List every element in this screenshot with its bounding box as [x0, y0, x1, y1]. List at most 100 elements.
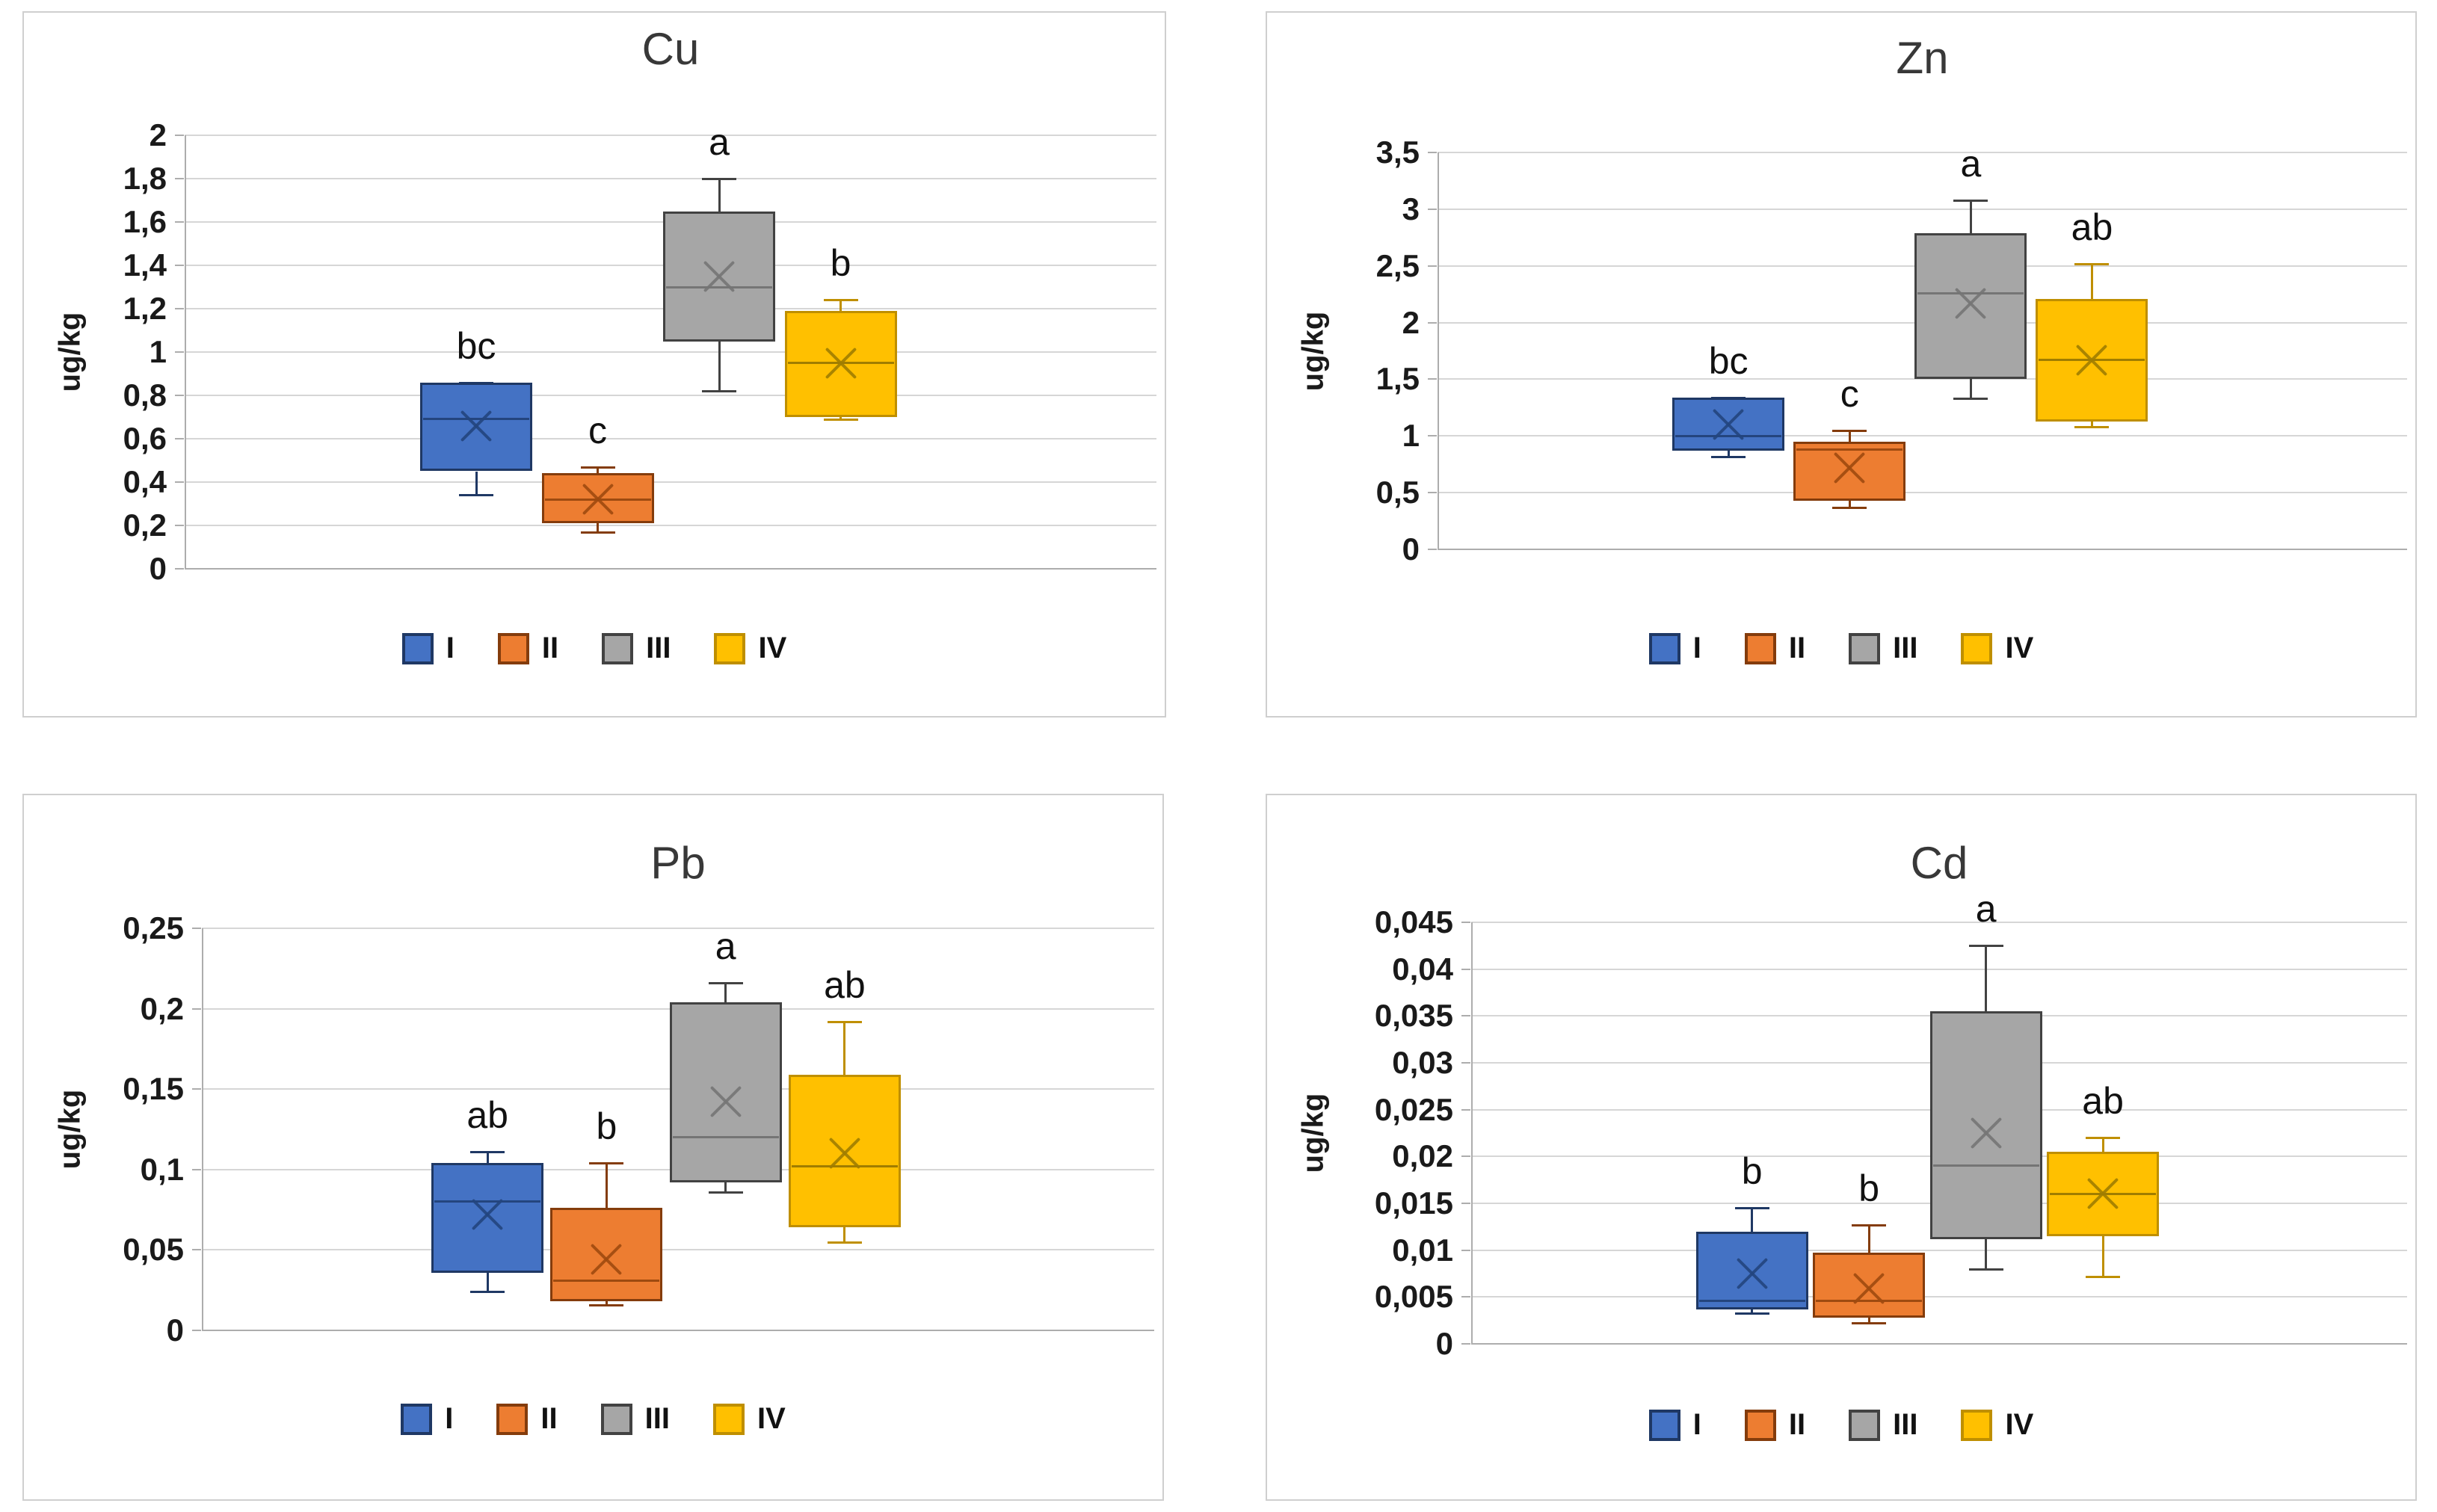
upper-whisker — [1867, 1224, 1870, 1253]
y-tick-mark — [1461, 1343, 1470, 1345]
lower-whisker-cap — [1734, 1312, 1769, 1315]
y-tick-label: 1 — [1402, 418, 1420, 454]
median-line — [1917, 291, 2024, 294]
lower-whisker — [1727, 451, 1730, 457]
y-tick-mark — [1428, 265, 1437, 267]
y-tick-label: 1,6 — [123, 204, 167, 239]
y-tick-mark — [175, 308, 184, 309]
y-tick-mark — [1461, 1249, 1470, 1251]
plot-area: 0,25 0,2 0,15 0,1 0,05 0 ab b a ab — [24, 795, 1162, 1499]
median-line — [1675, 434, 1782, 437]
legend-swatch-icon — [714, 632, 746, 664]
significance-letter: bc — [456, 324, 496, 367]
upper-whisker — [1969, 200, 1972, 233]
box-plot-I — [431, 1163, 544, 1273]
y-tick-label: 0,03 — [1392, 1045, 1453, 1080]
y-tick-label: 0,2 — [123, 507, 167, 543]
y-tick-mark — [1461, 1203, 1470, 1204]
gridline — [1438, 549, 2407, 550]
y-tick-mark — [192, 1330, 201, 1331]
median-line — [666, 286, 772, 288]
gridline — [1471, 922, 2407, 923]
y-tick-mark — [192, 1249, 201, 1251]
lower-whisker — [597, 523, 599, 532]
y-tick-label: 1,4 — [123, 247, 167, 283]
lower-whisker — [1985, 1238, 1988, 1269]
lower-whisker-cap — [470, 1291, 505, 1294]
y-tick-label: 0,8 — [123, 377, 167, 413]
y-tick-label: 1,2 — [123, 291, 167, 326]
gridline — [185, 438, 1156, 439]
legend-label: IV — [2005, 632, 2034, 664]
y-tick-label: 2 — [1402, 304, 1420, 340]
upper-whisker-cap — [1832, 429, 1867, 432]
lower-whisker — [1848, 500, 1851, 507]
y-tick-mark — [175, 525, 184, 526]
y-tick-mark — [1428, 492, 1437, 494]
lower-whisker — [486, 1272, 489, 1292]
legend-label: II — [541, 632, 559, 664]
significance-letter: ab — [2071, 206, 2113, 248]
gridline — [1471, 1296, 2407, 1298]
legend-swatch-icon — [602, 632, 634, 664]
significance-letter: a — [709, 121, 730, 163]
chart-title-zn: Zn — [1896, 33, 1949, 83]
legend-item-II: II — [497, 632, 559, 665]
legend-swatch-icon — [1961, 632, 1993, 664]
upper-whisker-cap — [1953, 199, 1988, 202]
legend: I II III IV — [1267, 1408, 2415, 1442]
box-plot-III — [1914, 232, 2027, 380]
box-plot-II — [550, 1208, 663, 1302]
legend-swatch-icon — [1648, 632, 1680, 664]
upper-whisker-cap — [708, 982, 743, 985]
y-tick-label: 1 — [149, 334, 167, 369]
gridline — [1438, 152, 2407, 153]
y-tick-label: 0,25 — [123, 910, 184, 945]
upper-whisker — [605, 1163, 608, 1209]
gridline — [185, 568, 1156, 570]
upper-whisker-cap — [2086, 1137, 2121, 1140]
legend-item-IV: IV — [1961, 632, 2033, 665]
lower-whisker — [724, 1182, 727, 1192]
plot-area: 2 1,8 1,6 1,4 1,2 1 0,8 0,6 0,4 0,2 0 bc c a b — [24, 13, 1165, 716]
y-tick-mark — [175, 265, 184, 266]
y-tick-label: 0,5 — [1375, 475, 1420, 510]
lower-whisker — [718, 341, 721, 392]
legend-swatch-icon — [600, 1403, 632, 1435]
significance-letter: b — [1741, 1150, 1763, 1193]
lower-whisker — [475, 471, 478, 496]
upper-whisker — [486, 1152, 489, 1164]
y-tick-label: 0,02 — [1392, 1138, 1453, 1174]
lower-whisker-cap — [1852, 1322, 1887, 1325]
lower-whisker — [605, 1301, 608, 1305]
y-tick-label: 0,2 — [140, 990, 184, 1026]
y-tick-label: 0,15 — [123, 1071, 184, 1107]
legend-label: III — [1893, 632, 1918, 664]
legend-swatch-icon — [1849, 1409, 1881, 1441]
median-line — [1816, 1299, 1923, 1302]
upper-whisker — [843, 1021, 846, 1075]
median-line — [672, 1136, 779, 1139]
gridline — [185, 178, 1156, 179]
y-tick-mark — [1428, 321, 1437, 324]
chart-panel-zn: Zn ug/kg 3,5 3 2,5 2 1,5 1 0,5 0 bc c a ab I II III IV — [1266, 11, 2417, 718]
lower-whisker-cap — [827, 1241, 862, 1244]
lower-whisker-cap — [823, 418, 858, 421]
gridline — [202, 928, 1154, 929]
y-axis-line — [1438, 152, 1439, 549]
y-tick-mark — [192, 928, 201, 929]
significance-letter: b — [1858, 1167, 1879, 1209]
upper-whisker-cap — [1734, 1207, 1769, 1210]
gridline — [1438, 378, 2407, 380]
y-tick-label: 0 — [166, 1312, 184, 1348]
lower-whisker-cap — [1953, 398, 1988, 401]
y-tick-mark — [175, 481, 184, 483]
y-axis-line — [185, 135, 186, 569]
y-tick-label: 1,8 — [123, 161, 167, 196]
y-tick-label: 0 — [149, 551, 167, 586]
y-tick-label: 0,04 — [1392, 951, 1453, 987]
y-tick-mark — [1461, 1296, 1470, 1298]
upper-whisker-cap — [827, 1020, 862, 1023]
gridline — [202, 1249, 1154, 1251]
